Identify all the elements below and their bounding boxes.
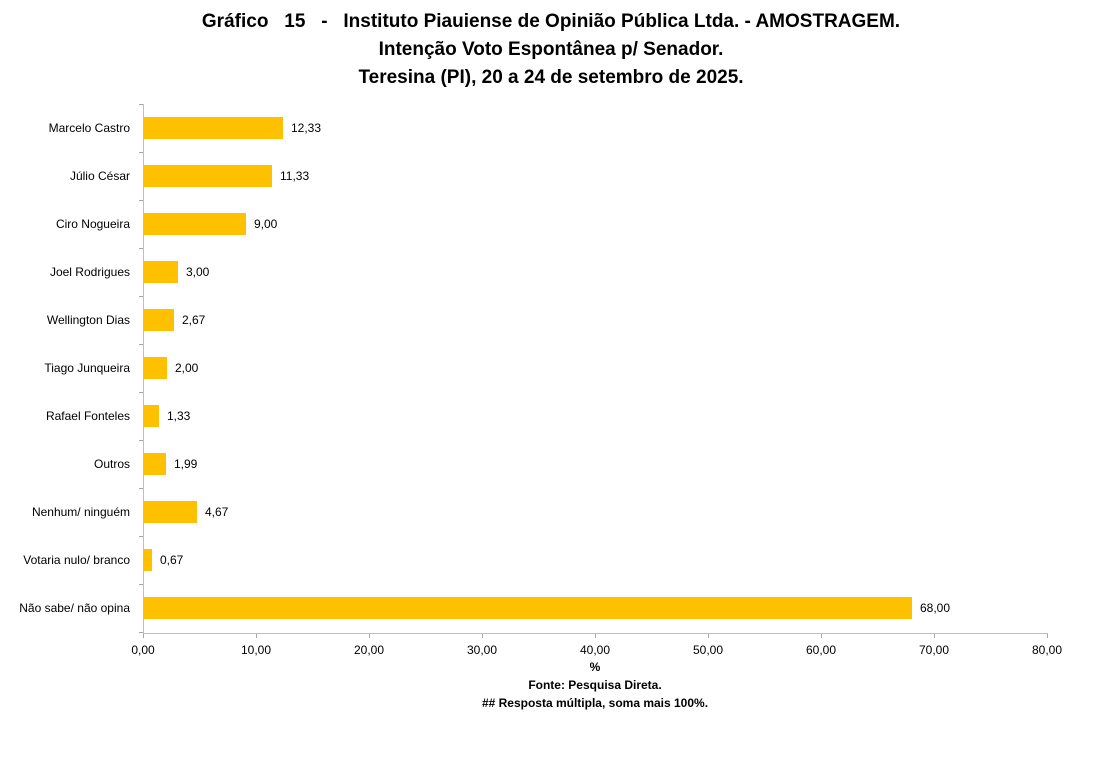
category-label: Nenhum/ ninguém: [31, 505, 130, 519]
bar: [144, 165, 272, 187]
x-axis-tick: [595, 634, 596, 638]
bar: [144, 501, 197, 523]
category-label: Tiago Junqueira: [44, 361, 130, 375]
bar: [144, 117, 283, 139]
y-axis-tick: [139, 584, 143, 585]
y-axis-line: [143, 104, 144, 633]
x-axis-tick-label: 20,00: [353, 643, 385, 657]
x-axis-tick-label: 30,00: [466, 643, 498, 657]
x-axis-line: [143, 633, 1048, 634]
y-axis-tick: [139, 296, 143, 297]
x-axis-tick: [369, 634, 370, 638]
x-axis-tick: [1047, 634, 1048, 638]
bar-value-label: 3,00: [186, 265, 210, 279]
y-axis-tick: [139, 488, 143, 489]
bar: [144, 309, 174, 331]
source-note: Fonte: Pesquisa Direta.: [528, 678, 662, 692]
x-axis-tick: [708, 634, 709, 638]
x-axis-tick: [821, 634, 822, 638]
bar-value-label: 4,67: [205, 505, 229, 519]
category-label: Rafael Fonteles: [45, 409, 130, 423]
x-axis-tick: [934, 634, 935, 638]
x-axis-tick-label: 70,00: [918, 643, 950, 657]
category-label: Outros: [93, 457, 130, 471]
bar-value-label: 12,33: [291, 121, 322, 135]
x-axis-tick-label: 80,00: [1031, 643, 1063, 657]
x-axis-label: %: [589, 660, 601, 674]
x-axis-tick-label: 0,00: [131, 643, 155, 657]
multi-response-note: ## Resposta múltipla, soma mais 100%.: [481, 696, 709, 710]
bar: [144, 213, 246, 235]
y-axis-tick: [139, 104, 143, 105]
x-axis-tick-label: 10,00: [240, 643, 272, 657]
x-axis-tick: [482, 634, 483, 638]
bar-value-label: 11,33: [280, 169, 310, 183]
bar: [144, 597, 912, 619]
x-axis-tick-label: 50,00: [692, 643, 724, 657]
bar: [144, 261, 178, 283]
bar: [144, 453, 166, 475]
y-axis-tick: [139, 152, 143, 153]
category-label: Votaria nulo/ branco: [23, 553, 130, 567]
bar: [144, 405, 159, 427]
category-label: Júlio César: [69, 169, 130, 183]
y-axis-tick: [139, 536, 143, 537]
bar: [144, 549, 152, 571]
category-label: Ciro Nogueira: [55, 217, 130, 231]
chart-title-line-2: Intenção Voto Espontânea p/ Senador.: [378, 39, 724, 60]
y-axis-tick: [139, 440, 143, 441]
category-label: Wellington Dias: [46, 313, 130, 327]
y-axis-tick: [139, 344, 143, 345]
y-axis-tick: [139, 632, 143, 633]
bar-value-label: 9,00: [254, 217, 278, 231]
category-label: Não sabe/ não opina: [19, 601, 130, 615]
category-label: Joel Rodrigues: [49, 265, 130, 279]
bar-value-label: 2,00: [175, 361, 199, 375]
x-axis-tick: [143, 634, 144, 638]
chart-title: Gráfico 15 - Instituto Piauiense de Opin…: [0, 8, 1102, 92]
bar-value-label: 1,99: [174, 457, 198, 471]
chart-title-line-1: Gráfico 15 - Instituto Piauiense de Opin…: [201, 11, 901, 32]
category-label: Marcelo Castro: [48, 121, 130, 135]
y-axis-tick: [139, 248, 143, 249]
bar-value-label: 0,67: [160, 553, 184, 567]
x-axis-tick-label: 60,00: [805, 643, 837, 657]
bar-value-label: 2,67: [182, 313, 206, 327]
bar: [144, 357, 167, 379]
x-axis-tick: [256, 634, 257, 638]
bar-value-label: 1,33: [167, 409, 191, 423]
x-axis-tick-label: 40,00: [579, 643, 611, 657]
bar-value-label: 68,00: [920, 601, 951, 615]
y-axis-tick: [139, 200, 143, 201]
chart-title-line-3: Teresina (PI), 20 a 24 de setembro de 20…: [358, 67, 744, 88]
y-axis-tick: [139, 392, 143, 393]
